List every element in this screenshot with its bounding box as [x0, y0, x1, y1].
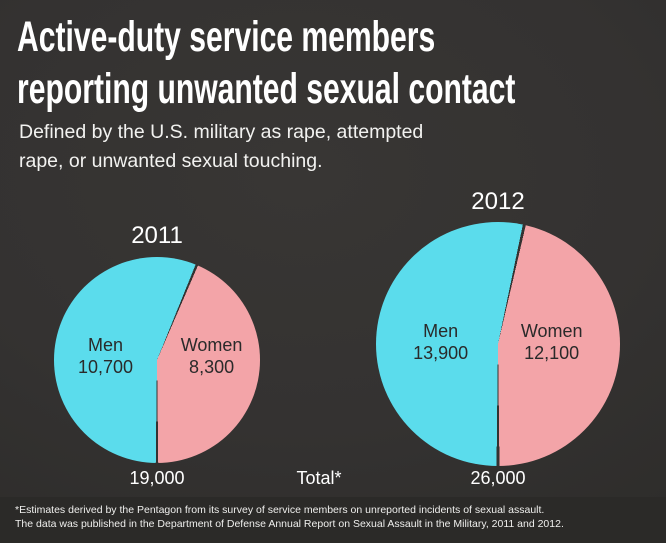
- page-title-line-2: reporting unwanted sexual contact: [17, 65, 516, 113]
- pie-2012-year-label: 2012: [471, 188, 525, 215]
- women-slice-name: Women: [520, 320, 583, 341]
- women-slice-name: Women: [180, 334, 243, 355]
- pie-chart-2012: Men 13,900 Women 12,100: [376, 222, 620, 466]
- pie-2011-total-value: 19,000: [129, 468, 185, 488]
- pie-2011-year-label: 2011: [131, 222, 183, 249]
- page-title: Active-duty service members reporting un…: [17, 11, 515, 115]
- footnote-line-1: *Estimates derived by the Pentagon from …: [15, 504, 545, 516]
- total-caption: Total*: [296, 468, 342, 488]
- subtitle-line-1: Defined by the U.S. military as rape, at…: [19, 121, 424, 143]
- pie-2012-men-slice-label: Men 13,900: [413, 320, 468, 364]
- page-title-line-1: Active-duty service members: [17, 13, 436, 61]
- men-slice-name: Men: [87, 334, 123, 355]
- women-slice-value: 12,100: [524, 342, 580, 363]
- men-slice-value: 10,700: [77, 356, 134, 377]
- footnote-line-2: The data was published in the Department…: [15, 517, 564, 530]
- men-slice-value: 13,900: [413, 342, 469, 363]
- pie-2012-women-slice-label: Women 12,100: [521, 320, 583, 364]
- footnote: *Estimates derived by the Pentagon from …: [15, 504, 564, 531]
- footer-strip: *Estimates derived by the Pentagon from …: [0, 497, 666, 543]
- men-slice-name: Men: [423, 320, 459, 341]
- subtitle: Defined by the U.S. military as rape, at…: [19, 118, 423, 176]
- subtitle-line-2: rape, or unwanted sexual touching.: [19, 150, 323, 172]
- pie-2011-women-slice-label: Women 8,300: [181, 334, 243, 378]
- women-slice-value: 8,300: [189, 356, 235, 377]
- pie-chart-2011: Men 10,700 Women 8,300: [54, 257, 260, 463]
- pie-2011-men-slice-label: Men 10,700: [78, 334, 133, 378]
- pie-2012-total-value: 26,000: [470, 468, 526, 488]
